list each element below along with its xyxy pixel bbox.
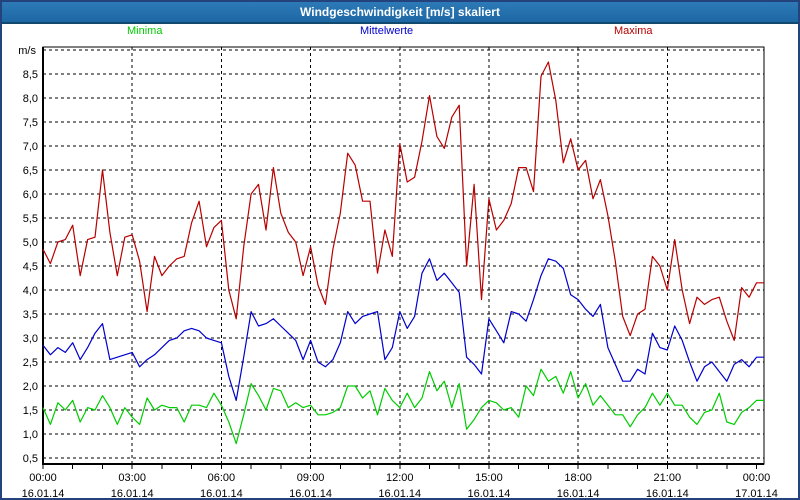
y-tick-label: 2,0 <box>23 381 38 393</box>
x-tick-time-label: 21:00 <box>654 472 682 484</box>
y-tick-label: 7,5 <box>23 117 38 129</box>
x-tick-date-label: 16.01.14 <box>22 488 65 500</box>
x-tick-date-label: 16.01.14 <box>557 488 600 500</box>
plot-area <box>42 46 765 465</box>
y-tick-label: 3,5 <box>23 309 38 321</box>
title-bar: Windgeschwindigkeit [m/s] skaliert <box>2 2 798 24</box>
y-tick-label: 5,0 <box>23 237 38 249</box>
legend-mittelwerte: Mittelwerte <box>360 25 414 37</box>
y-tick-label: 4,0 <box>23 285 38 297</box>
chart-legend: Minima Mittelwerte Maxima <box>2 25 798 40</box>
x-tick-date-label: 16.01.14 <box>200 488 243 500</box>
x-tick-date-label: 16.01.14 <box>646 488 689 500</box>
y-tick-label: 4,5 <box>23 261 38 273</box>
x-tick-date-label: 16.01.14 <box>289 488 332 500</box>
x-tick-time-label: 00:00 <box>743 472 771 484</box>
x-tick-time-label: 09:00 <box>297 472 325 484</box>
y-tick-label: 6,0 <box>23 189 38 201</box>
y-tick-label: 8,5 <box>23 69 38 81</box>
x-tick-date-label: 16.01.14 <box>468 488 511 500</box>
y-axis-unit-label: m/s <box>18 45 36 57</box>
y-tick-label: 3,0 <box>23 333 38 345</box>
mittelwerte-line <box>42 258 764 401</box>
x-tick-time-label: 12:00 <box>386 472 414 484</box>
y-tick-label: 7,0 <box>23 141 38 153</box>
y-tick-label: 1,0 <box>23 429 38 441</box>
x-tick-time-label: 18:00 <box>564 472 592 484</box>
y-tick-label: 0,5 <box>23 453 38 465</box>
x-tick-time-label: 00:00 <box>29 472 57 484</box>
maxima-line <box>42 61 764 341</box>
minima-line <box>42 368 764 445</box>
x-tick-time-label: 15:00 <box>475 472 503 484</box>
y-tick-label: 6,5 <box>23 165 38 177</box>
y-tick-label: 2,5 <box>23 357 38 369</box>
x-tick-date-label: 16.01.14 <box>111 488 154 500</box>
y-tick-label: 8,0 <box>23 93 38 105</box>
y-tick-label: 1,5 <box>23 405 38 417</box>
y-tick-label: 5,5 <box>23 213 38 225</box>
window-title: Windgeschwindigkeit [m/s] skaliert <box>300 5 500 19</box>
x-tick-date-label: 17.01.14 <box>735 488 778 500</box>
x-tick-time-label: 06:00 <box>208 472 236 484</box>
legend-minima: Minima <box>127 25 163 37</box>
legend-maxima: Maxima <box>614 25 653 37</box>
x-tick-time-label: 03:00 <box>118 472 146 484</box>
x-tick-date-label: 16.01.14 <box>378 488 421 500</box>
